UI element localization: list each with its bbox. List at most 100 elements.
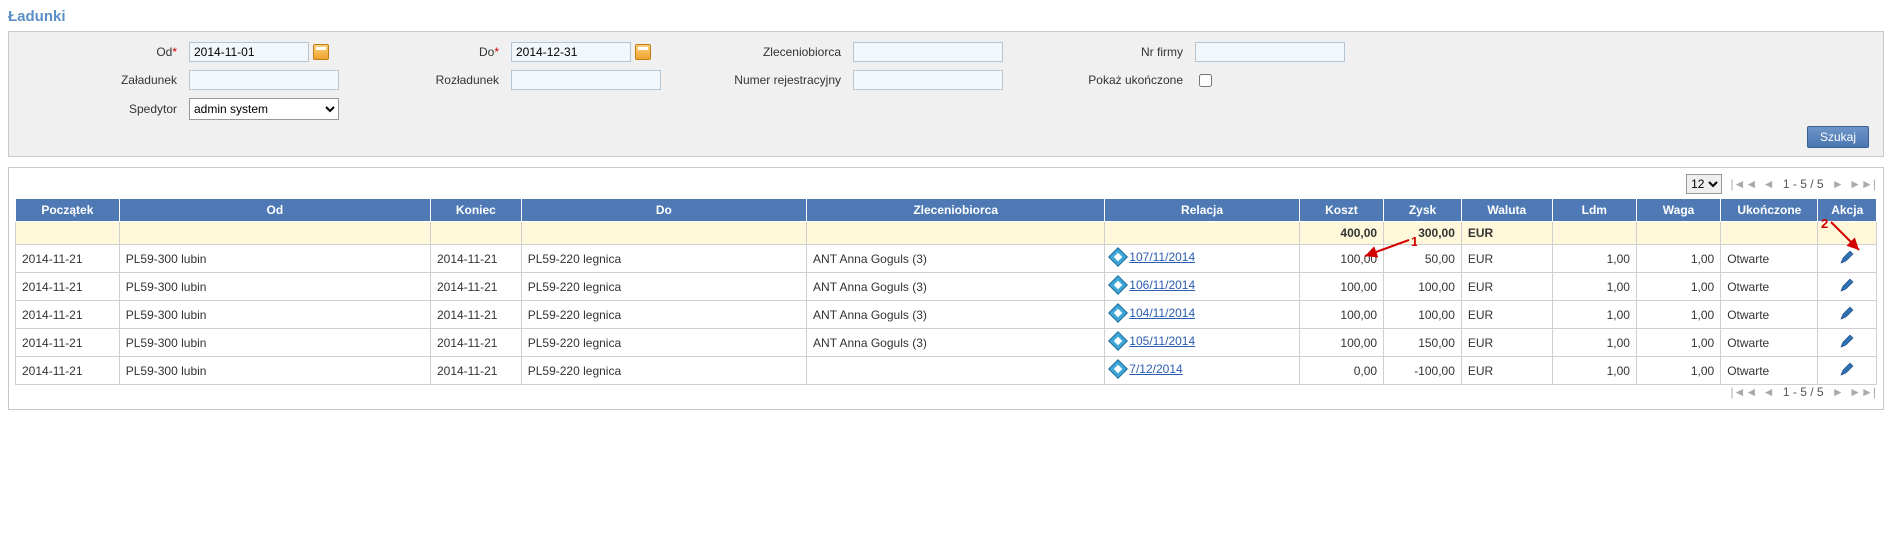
col-weight[interactable]: Waga (1636, 199, 1720, 222)
cell-relation: 107/11/2014 (1105, 245, 1300, 273)
cell-currency: EUR (1461, 301, 1552, 329)
cell-end: 2014-11-21 (430, 357, 521, 385)
col-end[interactable]: Koniec (430, 199, 521, 222)
cell-start: 2014-11-21 (16, 245, 120, 273)
col-client[interactable]: Zleceniobiorca (807, 199, 1105, 222)
cell-cost: 100,00 (1299, 273, 1383, 301)
relation-link[interactable]: 104/11/2014 (1129, 306, 1195, 320)
summary-currency: EUR (1461, 222, 1552, 245)
cell-profit: 100,00 (1384, 301, 1462, 329)
calendar-icon[interactable] (635, 44, 651, 60)
zaladunek-input[interactable] (189, 70, 339, 90)
cell-relation: 106/11/2014 (1105, 273, 1300, 301)
col-done[interactable]: Ukończone (1721, 199, 1818, 222)
pokaz-label: Pokaż ukończone (1029, 73, 1189, 87)
col-to[interactable]: Do (521, 199, 806, 222)
summary-profit: 300,00 (1384, 222, 1462, 245)
relation-link[interactable]: 7/12/2014 (1129, 362, 1182, 376)
cell-client: ANT Anna Goguls (3) (807, 301, 1105, 329)
filter-panel: Od* Do* Zleceniobiorca Nr firmy Załadune… (8, 31, 1884, 157)
edit-icon[interactable] (1839, 249, 1855, 265)
cell-to: PL59-220 legnica (521, 245, 806, 273)
col-action[interactable]: Akcja (1818, 199, 1877, 222)
search-button[interactable]: Szukaj (1807, 126, 1869, 148)
numer-input[interactable] (853, 70, 1003, 90)
cell-done: Otwarte (1721, 273, 1818, 301)
col-cost[interactable]: Koszt (1299, 199, 1383, 222)
cell-cost: 100,00 (1299, 301, 1383, 329)
cell-client: ANT Anna Goguls (3) (807, 273, 1105, 301)
results-panel: 12 |◄◄ ◄ 1 - 5 / 5 ► ►►| Początek Od Kon… (8, 167, 1884, 410)
next-page-icon[interactable]: ► (1831, 177, 1845, 191)
prev-page-icon[interactable]: ◄ (1762, 177, 1776, 191)
cell-currency: EUR (1461, 245, 1552, 273)
numer-label: Numer rejestracyjny (687, 73, 847, 87)
next-page-icon[interactable]: ► (1831, 385, 1845, 399)
first-page-icon[interactable]: |◄◄ (1729, 385, 1758, 399)
cell-to: PL59-220 legnica (521, 357, 806, 385)
cell-end: 2014-11-21 (430, 301, 521, 329)
relation-icon (1108, 303, 1128, 323)
edit-icon[interactable] (1839, 277, 1855, 293)
cell-from: PL59-300 lubin (119, 245, 430, 273)
summary-row: 400,00 300,00 EUR (16, 222, 1877, 245)
cell-from: PL59-300 lubin (119, 273, 430, 301)
prev-page-icon[interactable]: ◄ (1762, 385, 1776, 399)
cell-client: ANT Anna Goguls (3) (807, 245, 1105, 273)
cell-done: Otwarte (1721, 357, 1818, 385)
col-start[interactable]: Początek (16, 199, 120, 222)
relation-icon (1108, 247, 1128, 267)
page-size-select[interactable]: 12 (1686, 174, 1722, 194)
cell-from: PL59-300 lubin (119, 329, 430, 357)
cell-end: 2014-11-21 (430, 273, 521, 301)
cell-to: PL59-220 legnica (521, 301, 806, 329)
cell-weight: 1,00 (1636, 245, 1720, 273)
edit-icon[interactable] (1839, 361, 1855, 377)
cell-currency: EUR (1461, 329, 1552, 357)
pager-bottom: |◄◄ ◄ 1 - 5 / 5 ► ►►| (15, 385, 1877, 399)
cell-profit: 50,00 (1384, 245, 1462, 273)
rozladunek-input[interactable] (511, 70, 661, 90)
calendar-icon[interactable] (313, 44, 329, 60)
pager-range: 1 - 5 / 5 (1779, 385, 1828, 399)
page-title: Ładunki (8, 8, 1884, 25)
table-row: 2014-11-21PL59-300 lubin2014-11-21PL59-2… (16, 245, 1877, 273)
cell-from: PL59-300 lubin (119, 357, 430, 385)
col-currency[interactable]: Waluta (1461, 199, 1552, 222)
relation-link[interactable]: 107/11/2014 (1129, 250, 1195, 264)
last-page-icon[interactable]: ►►| (1848, 177, 1877, 191)
od-input[interactable] (189, 42, 309, 62)
nrfirmy-input[interactable] (1195, 42, 1345, 62)
cell-action (1818, 273, 1877, 301)
do-input[interactable] (511, 42, 631, 62)
pokaz-checkbox[interactable] (1199, 74, 1212, 87)
col-from[interactable]: Od (119, 199, 430, 222)
cell-action (1818, 245, 1877, 273)
relation-link[interactable]: 106/11/2014 (1129, 278, 1195, 292)
last-page-icon[interactable]: ►►| (1848, 385, 1877, 399)
summary-cost: 400,00 (1299, 222, 1383, 245)
zleceniobiorca-label: Zleceniobiorca (687, 45, 847, 59)
zaladunek-label: Załadunek (23, 73, 183, 87)
cell-to: PL59-220 legnica (521, 273, 806, 301)
cell-action (1818, 329, 1877, 357)
cell-start: 2014-11-21 (16, 329, 120, 357)
relation-link[interactable]: 105/11/2014 (1129, 334, 1195, 348)
results-table: Początek Od Koniec Do Zleceniobiorca Rel… (15, 198, 1877, 385)
edit-icon[interactable] (1839, 305, 1855, 321)
cell-action (1818, 301, 1877, 329)
edit-icon[interactable] (1839, 333, 1855, 349)
pager-top: 12 |◄◄ ◄ 1 - 5 / 5 ► ►►| (15, 174, 1877, 194)
col-relation[interactable]: Relacja (1105, 199, 1300, 222)
col-profit[interactable]: Zysk (1384, 199, 1462, 222)
cell-relation: 104/11/2014 (1105, 301, 1300, 329)
first-page-icon[interactable]: |◄◄ (1729, 177, 1758, 191)
cell-to: PL59-220 legnica (521, 329, 806, 357)
do-label: Do* (365, 45, 505, 59)
od-label: Od* (23, 45, 183, 59)
cell-done: Otwarte (1721, 329, 1818, 357)
col-ldm[interactable]: Ldm (1552, 199, 1636, 222)
spedytor-select[interactable]: admin system (189, 98, 339, 120)
zleceniobiorca-input[interactable] (853, 42, 1003, 62)
cell-weight: 1,00 (1636, 357, 1720, 385)
